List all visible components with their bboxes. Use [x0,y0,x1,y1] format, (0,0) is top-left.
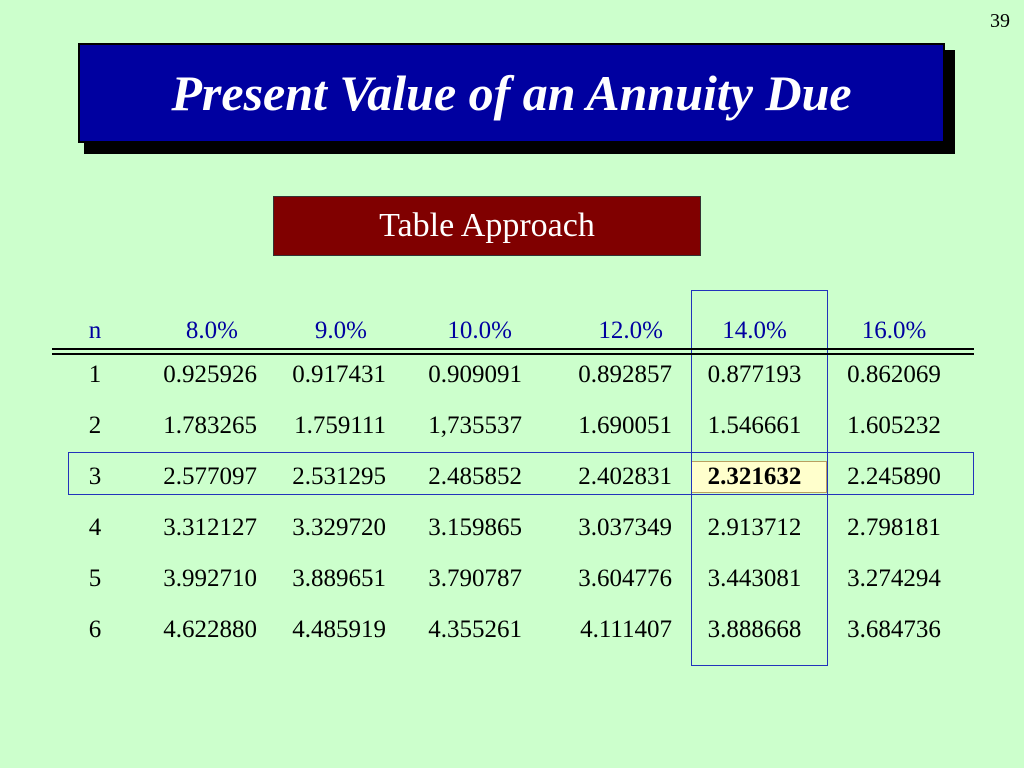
factor-cell: 2.485852 [428,463,522,490]
period-cell: 5 [88,565,102,592]
page-number: 39 [990,10,1010,32]
subtitle-box: Table Approach [273,196,701,256]
factor-cell: 2.531295 [292,463,386,490]
factor-cell: 2.402831 [578,463,672,490]
factor-cell: 1.546661 [707,412,802,439]
factor-cell: 3.604776 [578,565,672,592]
highlighted-row-frame [68,452,974,495]
column-header-rate: 10.0% [447,317,512,344]
highlighted-value-cell [691,461,827,493]
highlighted-column-frame [691,290,828,666]
factor-cell: 4.111407 [580,616,672,643]
factor-cell: 4.485919 [292,616,386,643]
factor-cell: 0.892857 [578,361,672,388]
title-box: Present Value of an Annuity Due [78,43,945,143]
factor-cell: 0.925926 [163,361,257,388]
period-cell: 2 [88,412,102,439]
slide-subtitle: Table Approach [379,207,595,244]
factor-cell: 2.913712 [707,514,802,541]
factor-cell: 3.329720 [292,514,386,541]
column-header-n: n [88,317,102,344]
period-cell: 4 [88,514,102,541]
factor-cell: 3.312127 [163,514,257,541]
factor-cell: 0.862069 [847,361,941,388]
factor-cell: 2.245890 [847,463,941,490]
factor-cell: 0.909091 [428,361,522,388]
factor-cell: 3.684736 [847,616,941,643]
factor-cell: 3.443081 [707,565,802,592]
column-header-rate: 12.0% [598,317,663,344]
period-cell: 1 [88,361,102,388]
highlighted-factor: 2.321632 [707,463,802,490]
period-cell: 6 [88,616,102,643]
factor-cell: 3.992710 [163,565,257,592]
factor-cell: 3.889651 [292,565,386,592]
factor-cell: 1.690051 [578,412,672,439]
column-header-rate: 14.0% [722,317,787,344]
factor-cell: 1.759111 [294,412,386,439]
header-rule-bottom [52,353,974,355]
factor-cell: 3.274294 [847,565,941,592]
factor-cell: 2.577097 [163,463,257,490]
column-header-rate: 16.0% [861,317,927,344]
factor-cell: 4.355261 [428,616,522,643]
slide-title: Present Value of an Annuity Due [171,65,852,121]
factor-cell: 0.877193 [707,361,802,388]
factor-cell: 3.790787 [428,565,522,592]
factor-cell: 1,735537 [428,412,522,439]
factor-cell: 3.037349 [578,514,672,541]
factor-cell: 3.888668 [707,616,802,643]
column-header-rate: 9.0% [314,317,367,344]
column-header-rate: 8.0% [185,317,238,344]
header-rule-top [52,348,974,350]
factor-cell: 2.798181 [847,514,941,541]
factor-cell: 1.783265 [163,412,257,439]
factor-cell: 4.622880 [163,616,257,643]
factor-cell: 3.159865 [428,514,522,541]
factor-cell: 0.917431 [292,361,386,388]
period-cell: 3 [88,463,102,490]
factor-cell: 1.605232 [847,412,941,439]
